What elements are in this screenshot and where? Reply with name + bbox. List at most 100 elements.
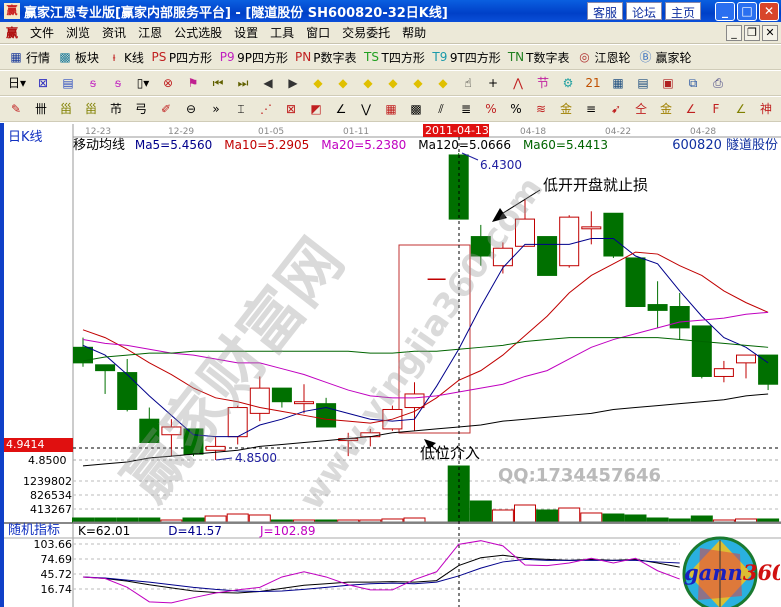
toolbar3-spiral-button[interactable]: 弓: [133, 101, 151, 117]
toolbar1-ts-button[interactable]: TS T四方形: [364, 49, 425, 66]
service-button[interactable]: 客服: [586, 2, 623, 20]
toolbar1-p9-button[interactable]: P9 9P四方形: [219, 49, 288, 66]
toolbar2-network-button[interactable]: ⧉: [685, 75, 703, 91]
mdi-close-icon[interactable]: ✕: [762, 24, 778, 41]
toolbar3-percent-button[interactable]: %: [508, 101, 526, 117]
toolbar2-festival-button[interactable]: 节: [535, 75, 553, 91]
toolbar2-notes-button[interactable]: ▤: [635, 75, 653, 91]
menu-file[interactable]: 文件: [30, 26, 55, 40]
menu-settings[interactable]: 设置: [234, 26, 259, 40]
candle: [227, 405, 248, 445]
toolbar1-blocks-button[interactable]: ▩ 板块: [57, 49, 99, 66]
candle: [537, 236, 558, 276]
toolbar3-fan-lines-button[interactable]: ⋰: [258, 101, 276, 117]
toolbar2-diamond-plus-button[interactable]: ◆: [410, 75, 428, 91]
toolbar3-fan-shen-button[interactable]: 神: [758, 101, 776, 117]
toolbar3-angle-box-button[interactable]: ◩: [308, 101, 326, 117]
menu-info[interactable]: 资讯: [102, 26, 127, 40]
toolbar3-gold-circle-button[interactable]: 金: [558, 101, 576, 117]
toolbar2-wave9-button[interactable]: ᵴ: [110, 75, 128, 91]
toolbar3-percent-fan-button[interactable]: %: [483, 101, 501, 117]
toolbar1-tn-button[interactable]: TN T数字表: [508, 49, 570, 66]
menu-gann[interactable]: 江恩: [138, 26, 163, 40]
toolbar3-angle-button[interactable]: ∠: [333, 101, 351, 117]
kdj-title: 随机指标: [8, 523, 61, 538]
toolbar3-circle-button[interactable]: ⊖: [183, 101, 201, 117]
toolbar2-draw-line-button[interactable]: ⋀: [510, 75, 528, 91]
forum-button[interactable]: 论坛: [625, 2, 662, 20]
next-icon: ▶: [288, 76, 298, 90]
toolbar3-pen-button[interactable]: ✎: [8, 101, 26, 117]
toolbar2-diamond-v-button[interactable]: ◆: [435, 75, 453, 91]
kdj-readout: D=41.57: [168, 524, 222, 538]
toolbar3-percent-lines-button[interactable]: ≋: [533, 101, 551, 117]
menu-trade[interactable]: 交易委托: [342, 26, 391, 40]
toolbar3-fan-f-button[interactable]: F: [708, 101, 726, 117]
menu-window[interactable]: 窗口: [306, 26, 331, 40]
toolbar1-kline-button[interactable]: ᵼ K线: [106, 49, 144, 66]
toolbar2-prev-button[interactable]: ◀: [260, 75, 278, 91]
toolbar3-gold-ratio-button[interactable]: 仝: [633, 101, 651, 117]
toolbar3-gann-square2-button[interactable]: 甾: [83, 101, 101, 117]
toolbar2-last-button[interactable]: ⏭: [235, 75, 253, 91]
chart-area[interactable]: [0, 123, 781, 607]
toolbar3-fan-gold-button[interactable]: ∠: [733, 101, 751, 117]
toolbar2-diamond-left-button[interactable]: ◆: [310, 75, 328, 91]
toolbar3-grid-button[interactable]: ▦: [383, 101, 401, 117]
toolbar2-wave3-button[interactable]: ᵴ: [85, 75, 103, 91]
toolbar3-gann-square-button[interactable]: 甾: [58, 101, 76, 117]
toolbar2-hand-button[interactable]: ☝: [460, 75, 478, 91]
close-icon[interactable]: ✕: [759, 1, 779, 21]
toolbar3-parallel-button[interactable]: 卌: [33, 101, 51, 117]
toolbar2-gear-chart-button[interactable]: ⚙: [560, 75, 578, 91]
toolbar3-tool-f-button[interactable]: 芇: [108, 101, 126, 117]
toolbar2-calculator-button[interactable]: ▦: [610, 75, 628, 91]
toolbar1-gann-wheel-button[interactable]: ◎ 江恩轮: [576, 49, 630, 66]
toolbar2-candle-type-button[interactable]: ▯▾: [135, 75, 153, 91]
menu-tools[interactable]: 工具: [270, 26, 295, 40]
toolbar2-doc-button[interactable]: ▤: [60, 75, 78, 91]
toolbar2-save-button[interactable]: ▣: [660, 75, 678, 91]
toolbar3-gold-button[interactable]: 金: [658, 101, 676, 117]
toolbar1-t9-button[interactable]: T9 9T四方形: [432, 49, 500, 66]
toolbar3-fan-pen-button[interactable]: ✐: [158, 101, 176, 117]
toolbar2-pattern-button[interactable]: ⊠: [35, 75, 53, 91]
toolbar3-box-button[interactable]: ⊠: [283, 101, 301, 117]
toolbar3-ruler-button[interactable]: ≣: [458, 101, 476, 117]
toolbar2-day-period-button[interactable]: 日▾: [8, 75, 28, 91]
kline-chart[interactable]: 12-23 12-29 01-05 01-11 04-18 04-22 04-28 2011-…: [0, 123, 781, 607]
toolbar1-grid-table-button[interactable]: ▦ 行情: [8, 49, 50, 66]
date-tick-label: 04-18: [520, 127, 546, 137]
maximize-icon[interactable]: □: [737, 1, 757, 21]
toolbar2-next-button[interactable]: ▶: [285, 75, 303, 91]
toolbar3-arrow-tool-button[interactable]: ➹: [608, 101, 626, 117]
toolbar3-slash-button[interactable]: ⫽: [433, 101, 451, 117]
toolbar2-diamond-h-button[interactable]: ◆: [360, 75, 378, 91]
minimize-icon[interactable]: _: [715, 1, 735, 21]
mdi-restore-icon[interactable]: ❐: [744, 24, 760, 41]
toolbar1-pn-button[interactable]: PN P数字表: [295, 49, 356, 66]
toolbar3-grid2-button[interactable]: ▩: [408, 101, 426, 117]
toolbar2-flag-button[interactable]: ⚑: [185, 75, 203, 91]
toolbar2-diamond-right-button[interactable]: ◆: [335, 75, 353, 91]
toolbar2-print-button[interactable]: ⎙: [710, 75, 728, 91]
toolbar2-diamond-x-button[interactable]: ◆: [385, 75, 403, 91]
toolbar3-more-button[interactable]: »: [208, 101, 226, 117]
toolbar3-v-button[interactable]: ⋁: [358, 101, 376, 117]
homepage-button[interactable]: 主页: [664, 2, 701, 20]
toolbar2-first-button[interactable]: ⏮: [210, 75, 228, 91]
kdj-axis-label: 74.69: [41, 553, 73, 566]
menu-formula[interactable]: 公式选股: [174, 26, 223, 40]
toolbar2-crosshair-button[interactable]: +: [485, 75, 503, 91]
toolbar1-ps-button[interactable]: PS P四方形: [151, 49, 212, 66]
toolbar3-rect-tool-button[interactable]: ⌶: [233, 101, 251, 117]
toolbar1-big-wheel-button[interactable]: Ⓑ 赢家轮: [637, 49, 691, 66]
toolbar3-gold-lines-button[interactable]: ≡: [583, 101, 601, 117]
mdi-minimize-icon[interactable]: _: [726, 24, 742, 41]
toolbar3-fan-j-button[interactable]: ∠: [683, 101, 701, 117]
menu-help[interactable]: 帮助: [402, 26, 427, 40]
toolbar2-calendar-button[interactable]: 21: [585, 75, 603, 91]
toolbar2-cross-tool-button[interactable]: ⊗: [160, 75, 178, 91]
menu-browse[interactable]: 浏览: [66, 26, 91, 40]
toolbar-label: T四方形: [381, 50, 425, 65]
